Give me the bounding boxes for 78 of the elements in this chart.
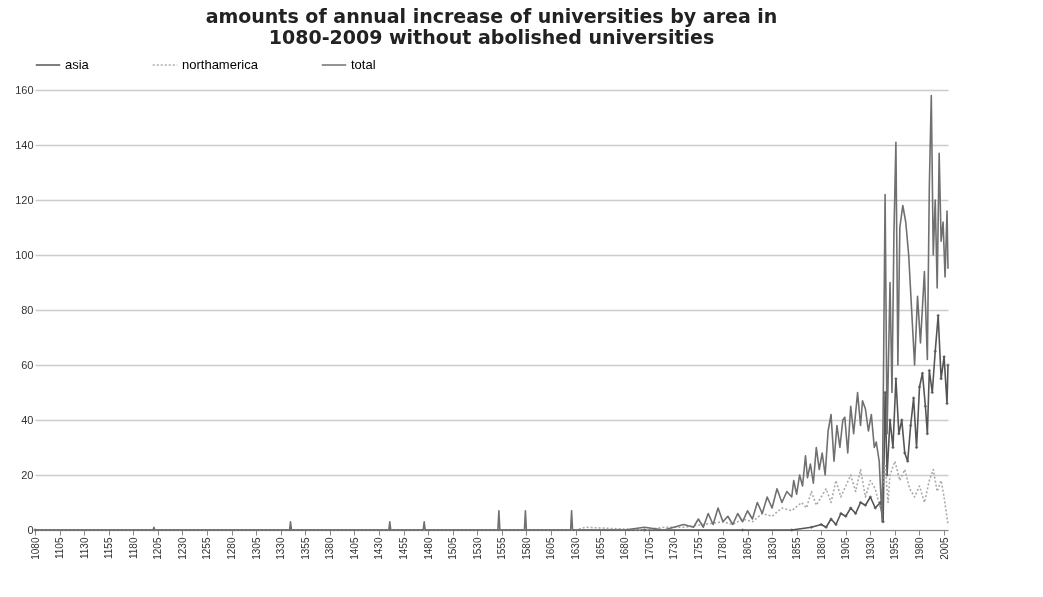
- x-tick-label: 1880: [815, 537, 827, 560]
- x-tick-label: 1530: [471, 537, 483, 560]
- x-tick-label: 1955: [889, 537, 901, 560]
- y-tick-label: 40: [21, 413, 34, 426]
- x-tick-label: 1080: [29, 537, 41, 560]
- x-tick-label: 1130: [78, 537, 90, 560]
- x-tick-label: 1155: [103, 537, 115, 560]
- x-tick-label: 1455: [398, 537, 410, 560]
- point: [911, 396, 916, 400]
- legend-label: total: [351, 57, 376, 72]
- point: [936, 313, 941, 318]
- chart-title: amounts of annual increase of universities by area in 1080-2009 without abolished universities: [205, 5, 778, 48]
- point: [899, 418, 904, 422]
- x-tick-label: 1480: [422, 537, 434, 560]
- x-tick-label: 1280: [226, 537, 238, 560]
- x-tick-label: 1330: [275, 537, 287, 560]
- x-tick-label: 1405: [348, 537, 360, 560]
- x-tick-label: 1305: [250, 537, 262, 560]
- point: [839, 511, 843, 516]
- x-tick-label: 1230: [176, 537, 188, 560]
- point: [923, 404, 928, 409]
- point: [894, 376, 898, 381]
- point: [902, 451, 907, 455]
- x-tick-label: 1180: [127, 537, 139, 560]
- point: [789, 528, 794, 532]
- y-tick-label: 60: [21, 358, 34, 371]
- y-tick-label: 0: [27, 523, 34, 536]
- point: [927, 368, 932, 373]
- point: [908, 423, 913, 428]
- x-tick-label: 1680: [619, 537, 631, 560]
- x-tick-label: 1705: [643, 537, 655, 560]
- x-tick-label: 1355: [299, 537, 311, 560]
- point: [883, 390, 887, 395]
- y-tick-label: 80: [21, 303, 34, 316]
- y-tick-label: 100: [15, 248, 34, 261]
- y-tick-label: 20: [21, 468, 34, 481]
- x-tick-label: 1430: [373, 537, 385, 560]
- point: [917, 385, 922, 389]
- point: [939, 376, 943, 381]
- x-tick-label: 1205: [152, 537, 164, 560]
- x-tick-label: 1105: [54, 537, 66, 560]
- x-tick-label: 1505: [447, 537, 459, 560]
- x-tick-label: 1830: [766, 537, 778, 560]
- point: [873, 506, 878, 510]
- point: [945, 401, 949, 406]
- legend-label: asia: [65, 57, 90, 72]
- x-tick-label: 1755: [692, 537, 704, 560]
- legend-label: northamerica: [182, 57, 259, 72]
- x-tick-label: 1730: [668, 537, 680, 560]
- point: [642, 528, 647, 532]
- x-tick-label: 1930: [864, 537, 876, 560]
- x-tick-label: 1555: [496, 537, 508, 560]
- x-tick-label: 1580: [520, 537, 532, 560]
- x-tick-label: 1255: [201, 537, 213, 560]
- point: [920, 371, 925, 376]
- point: [863, 503, 868, 508]
- x-tick-label: 1380: [324, 537, 336, 560]
- x-tick-label: 1805: [742, 537, 754, 560]
- x-tick-label: 1980: [914, 537, 925, 560]
- x-tick-label: 2005: [938, 537, 950, 560]
- x-tick-label: 1905: [840, 537, 852, 560]
- y-tick-label: 140: [15, 138, 34, 151]
- point: [809, 525, 814, 530]
- y-tick-label: 120: [15, 193, 34, 206]
- point: [930, 390, 935, 395]
- point: [740, 528, 745, 532]
- point: [848, 506, 853, 510]
- point: [819, 522, 824, 527]
- point: [868, 495, 873, 499]
- x-tick-label: 1855: [791, 537, 803, 560]
- x-tick-label: 1780: [717, 537, 729, 560]
- point: [891, 445, 895, 450]
- x-tick-label: 1630: [570, 537, 582, 560]
- point: [942, 354, 946, 359]
- x-tick-label: 1655: [594, 537, 606, 560]
- point: [878, 500, 883, 505]
- y-tick-label: 160: [15, 83, 34, 96]
- x-tick-label: 1605: [545, 537, 557, 560]
